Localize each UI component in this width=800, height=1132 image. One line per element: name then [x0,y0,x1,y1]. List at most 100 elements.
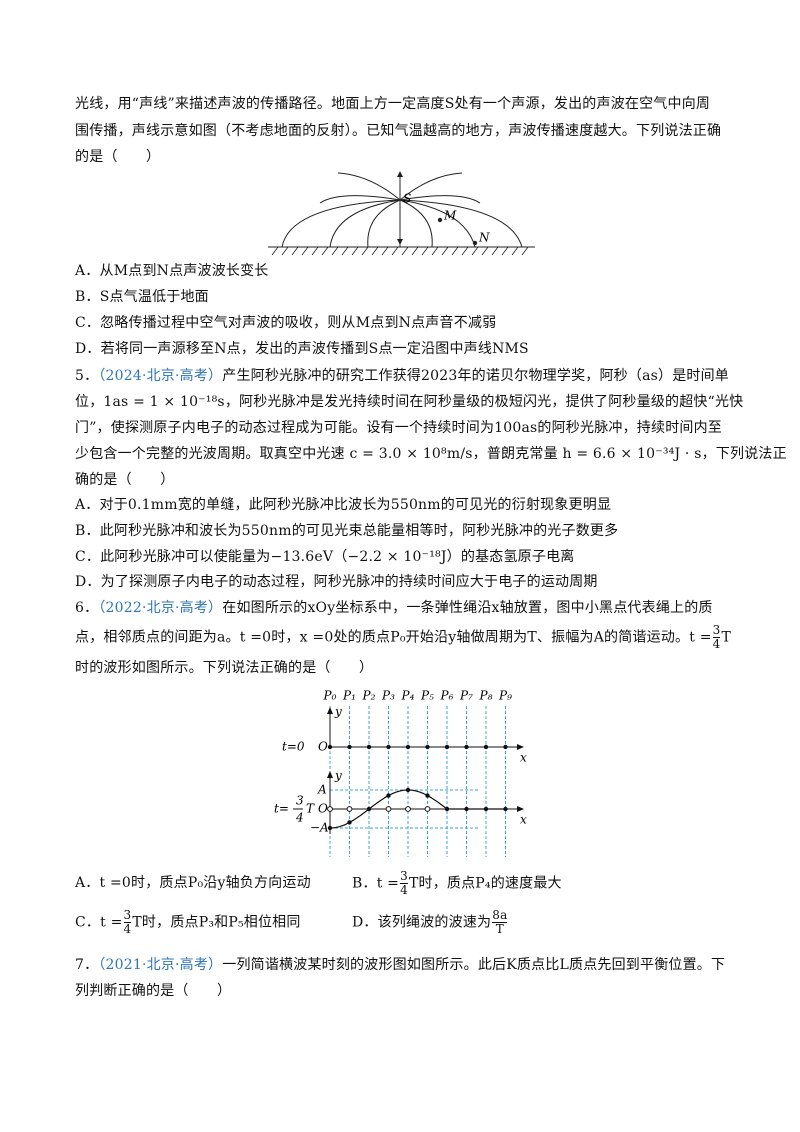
rest-position [405,806,411,812]
question-line: 6．（2022·北京·高考）在如图所示的xOy坐标系中，一条弹性绳沿x轴放置，图… [75,598,713,618]
particle [425,793,430,798]
particle [503,806,508,812]
option: C．t = 3 4 T时，质点P₃和P₅相位相同 [75,909,301,936]
point-label: P₈ [479,689,493,703]
point-label: P₇ [459,689,473,703]
question-line: 7．（2021·北京·高考）一列简谐横波某时刻的波形图如图所示。此后K质点比L质… [75,955,725,975]
numerator: 3 [400,869,408,884]
particle [405,744,411,750]
axis-label: y [334,769,342,783]
t-den: 4 [295,811,304,825]
point-label: P₃ [381,689,395,703]
option: C．此阿秒光脉冲可以使能量为−13.6eV（−2.2 × 10⁻¹⁸J）的基态氢… [75,549,575,565]
option: D．该列绳波的波速为 8a T [352,909,508,936]
particle [464,744,469,750]
label-n: N [478,231,490,245]
rest-position [424,806,431,812]
particle [483,806,489,812]
question-number: 6． [75,600,99,616]
fraction: 8a T [492,908,508,936]
numerator: 3 [123,908,132,923]
text-line: 点，相邻质点的间距为a。t =0时，x =0处的质点P₀开始沿y轴做周期为T、振… [75,624,731,651]
arrow [517,806,524,812]
label-m: M [443,209,457,223]
question-line: 5．（2024·北京·高考）产生阿秒光脉冲的研究工作获得2023年的诺贝尔物理学… [75,366,729,386]
t-label: t= [274,802,289,816]
rest-position [327,806,333,812]
text: T [721,629,732,646]
amp-label: A [317,783,327,797]
arrow [327,707,333,714]
question-source: （2021·北京·高考） [98,957,223,973]
numerator: 8a [492,908,508,923]
point-label: P₆ [440,689,454,703]
particle [386,793,391,798]
axis-label: x [520,751,527,765]
text: C．t = [75,914,123,931]
option: A．从M点到N点声波波长变长 [75,263,269,279]
point-label: P₄ [401,689,415,703]
text: T时，质点P₃和P₅相位相同 [132,914,301,931]
denominator: 4 [400,883,408,897]
text: 点，相邻质点的间距为a。t =0时，x =0处的质点P₀开始沿y轴做周期为T、振… [75,629,712,646]
point-label: P₅ [420,689,434,703]
origin-label: O [318,802,328,816]
text: D．该列绳波的波速为 [352,914,492,931]
arrow [327,771,333,778]
particle [327,825,333,831]
axis-label: y [334,705,342,719]
text-line: 光线，用“声线”来描述声波的传播路径。地面上方一定高度S处有一个声源，发出的声波… [75,96,711,112]
particle [366,744,372,750]
particle [347,820,352,825]
particle [405,787,411,793]
t-num: 3 [296,794,304,808]
particle [464,806,469,812]
text-line: 少包含一个完整的光波周期。取真空中光速 c = 3.0 × 10⁸m/s，普朗克… [75,446,787,462]
option: A．对于0.1mm宽的单缝，此阿秒光脉冲比波长为550nm的可见光的衍射现象更明… [75,497,612,513]
numerator: 3 [712,623,721,638]
arrow [517,744,524,750]
label-s: S [403,192,411,206]
particle [347,744,352,750]
question-number: 7． [75,957,99,973]
particle [327,744,333,750]
text: B．t = [352,875,400,892]
t0-label: t=0 [282,740,305,754]
amp-label: −A [310,821,329,835]
denominator: 4 [712,637,721,651]
t-suffix: T [306,802,315,816]
figure-wave: P₀ P₁ P₂ P₃ P₄ P₅ P₆ P₇ P₈ P₉ y x Oy x Ot=0 t= 3 4TA −A [274,689,527,857]
text-line: 的是（ ） [75,149,161,165]
denominator: T [495,922,504,936]
option: D．为了探测原子内电子的动态过程，阿秒光脉冲的持续时间应大于电子的运动周期 [75,574,598,590]
option: B．S点气温低于地面 [75,289,209,305]
point-label: P₁ [342,689,356,703]
rest-position [385,806,392,812]
question-source: （2022·北京·高考） [98,600,223,616]
particle [366,806,372,812]
particle [483,744,489,750]
text: 在如图所示的xOy坐标系中，一条弹性绳沿x轴放置，图中小黑点代表绳上的质 [222,600,713,616]
point-label: P₀ [323,689,337,703]
question-number: 5． [75,368,99,384]
origin-label: O [318,740,328,754]
particle [444,744,450,750]
option: B．此阿秒光脉冲和波长为550nm的可见光束总能量相等时，阿秒光脉冲的光子数更多 [75,523,619,539]
axis-label: x [520,813,527,827]
text-line: 列判断正确的是（ ） [75,983,232,999]
option: B．t = 3 4 T时，质点P₄的速度最大 [352,870,562,897]
option: C．忽略传播过程中空气对声波的吸收，则从M点到N点声音不减弱 [75,315,497,331]
question-source: （2024·北京·高考） [98,368,223,384]
point-label: P₂ [362,689,376,703]
point-label: P₉ [498,689,512,703]
text-line: 门”，使探测原子内电子的动态过程成为可能。设有一个持续时间为100as的阿秒光脉… [75,420,723,436]
figure-sound-rays: S M N [268,171,535,256]
text-line: 确的是（ ） [75,472,175,488]
text: 产生阿秒光脉冲的研究工作获得2023年的诺贝尔物理学奖，阿秒（as）是时间单 [222,368,730,384]
particle [386,744,391,750]
rest-position [346,806,353,812]
text-line: 位，1as = 1 × 10⁻¹⁸s，阿秒光脉冲是发光持续时间在阿秒量级的极短闪… [75,394,744,410]
